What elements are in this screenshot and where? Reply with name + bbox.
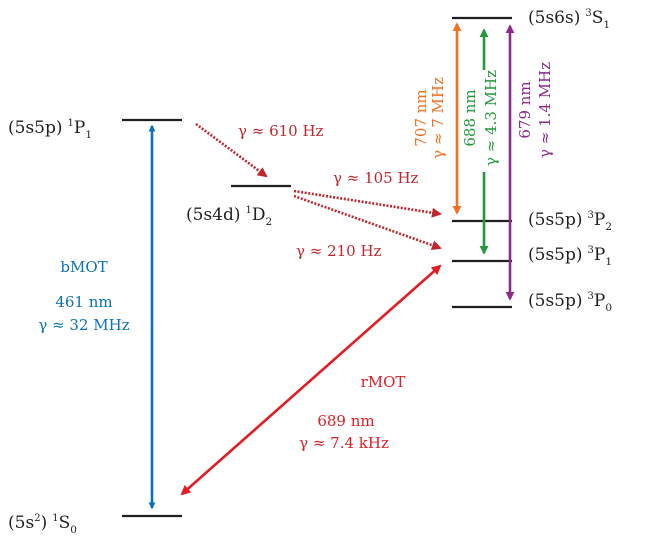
transition-688-linewidth: γ ≈ 4.3 MHz [482, 70, 500, 166]
decay-label-d2-p2: γ ≈ 105 Hz [333, 169, 419, 187]
transition-688-wavelength: 688 nm [461, 89, 479, 146]
transition-679-wavelength-group: 679 nm [516, 81, 534, 138]
transition-688-wavelength-group: 688 nm [461, 89, 479, 146]
rmot-arrow [180, 264, 442, 496]
transition-679-linewidth: γ ≈ 1.4 MHz [536, 62, 554, 158]
transition-707-linewidth: γ ≈ 7 MHz [429, 77, 447, 159]
decay-arrow-d2-p1 [293, 194, 442, 251]
level-label-3p2: (5s5p) 3P2 [528, 210, 612, 233]
level-label-3p1: (5s5p) 3P1 [528, 245, 612, 268]
transition-688-linewidth-group: γ ≈ 4.3 MHz [482, 70, 500, 166]
decay-label-p1-d2: γ ≈ 610 Hz [238, 122, 324, 140]
rmot-linewidth: γ ≈ 7.4 kHz [299, 434, 389, 452]
level-label-1d2: (5s4d) 1D2 [186, 205, 272, 228]
bmot-linewidth: γ ≈ 32 MHz [38, 316, 129, 334]
level-label-3p0: (5s5p) 3P0 [528, 291, 612, 314]
rmot-wavelength: 689 nm [317, 412, 374, 430]
level-label-3s1: (5s6s) 3S1 [528, 8, 610, 31]
transition-707-labels: 707 nm [412, 89, 430, 146]
rmot-name: rMOT [361, 373, 406, 391]
transition-679-wavelength: 679 nm [516, 81, 534, 138]
bmot-name: bMOT [60, 258, 107, 276]
bmot-wavelength: 461 nm [55, 293, 112, 311]
transition-707-wavelength: 707 nm [412, 89, 430, 146]
level-label-s0: (5s2) 1S0 [8, 513, 77, 536]
level-label-1p1: (5s5p) 1P1 [8, 118, 92, 141]
decay-label-d2-p1: γ ≈ 210 Hz [296, 242, 382, 260]
decay-arrow-d2-p2 [293, 189, 442, 218]
transition-707-linewidth-group: γ ≈ 7 MHz [429, 77, 447, 159]
decay-arrow-p1-d2 [195, 122, 268, 178]
transition-679-linewidth-group: γ ≈ 1.4 MHz [536, 62, 554, 158]
